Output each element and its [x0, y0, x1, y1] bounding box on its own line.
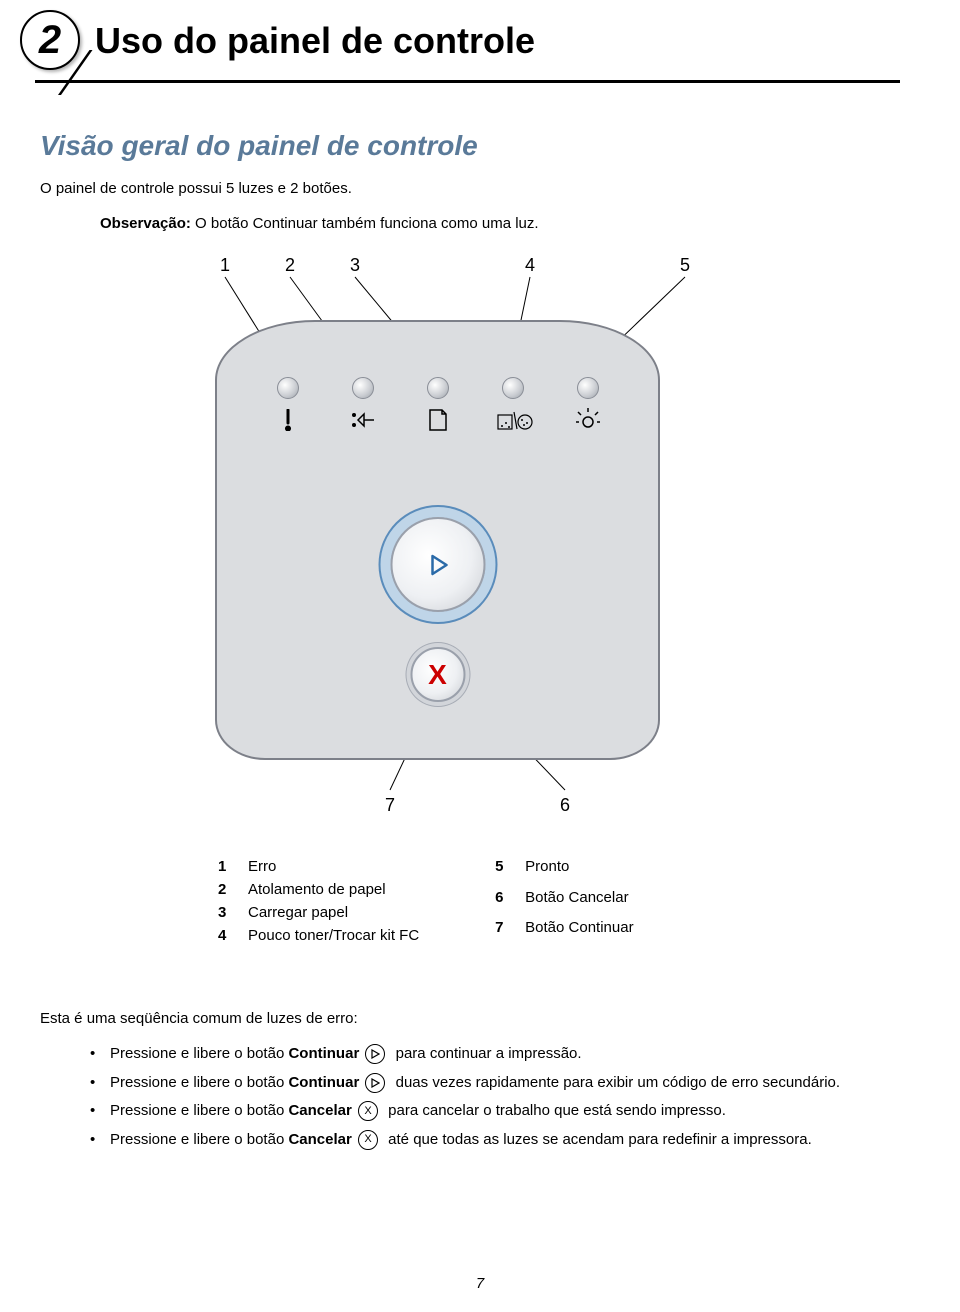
bullet-4: Pressione e libere o botão Cancelar X at…	[90, 1126, 840, 1155]
note-body: O botão Continuar também funciona como u…	[191, 215, 539, 232]
control-panel-diagram: 1 2 3 4 5	[155, 255, 715, 815]
error-icon	[275, 407, 301, 433]
led-2	[352, 377, 374, 399]
continue-button	[390, 517, 485, 612]
toner-icon	[497, 407, 533, 433]
section-heading: Visão geral do painel de controle	[40, 130, 478, 162]
legend-table: 1Erro 2Atolamento de papel 3Carregar pap…	[210, 855, 642, 947]
chapter-title: Uso do painel de controle	[95, 20, 535, 62]
load-paper-icon	[425, 407, 451, 433]
legend-row: 4Pouco toner/Trocar kit FC	[210, 924, 427, 947]
bullet-2: Pressione e libere o botão Continuar dua…	[90, 1069, 840, 1098]
cancel-x-icon: X	[428, 659, 447, 691]
intro-paragraph: O painel de controle possui 5 luzes e 2 …	[40, 180, 352, 197]
led-1	[277, 377, 299, 399]
legend-row: 3Carregar papel	[210, 901, 427, 924]
paper-jam-icon	[350, 407, 376, 433]
note-label: Observação:	[100, 215, 191, 232]
title-rule	[35, 80, 900, 83]
legend-row: 6Botão Cancelar	[487, 886, 641, 917]
legend-row: 2Atolamento de papel	[210, 878, 427, 901]
continue-inline-icon	[365, 1044, 385, 1064]
legend-row: 1Erro	[210, 855, 427, 878]
cancel-button: X	[410, 647, 465, 702]
led-4	[502, 377, 524, 399]
led-5	[577, 377, 599, 399]
legend-col-1: 1Erro 2Atolamento de papel 3Carregar pap…	[210, 855, 427, 947]
cancel-inline-icon: X	[358, 1101, 378, 1121]
continue-inline-icon	[365, 1073, 385, 1093]
chapter-number-badge: 2	[20, 10, 80, 70]
legend-row: 7Botão Continuar	[487, 916, 641, 947]
printer-panel: X	[215, 320, 660, 760]
bullet-1: Pressione e libere o botão Continuar par…	[90, 1040, 840, 1069]
page-number: 7	[476, 1275, 484, 1292]
legend-col-2: 5Pronto 6Botão Cancelar 7Botão Continuar	[487, 855, 641, 947]
bullet-3: Pressione e libere o botão Cancelar X pa…	[90, 1097, 840, 1126]
sequence-intro: Esta é uma seqüência comum de luzes de e…	[40, 1010, 358, 1027]
led-3	[427, 377, 449, 399]
callout-7: 7	[385, 795, 395, 816]
note: Observação: O botão Continuar também fun…	[100, 215, 539, 232]
cancel-inline-icon: X	[358, 1130, 378, 1150]
callout-6: 6	[560, 795, 570, 816]
play-triangle-icon	[423, 550, 453, 580]
legend-row: 5Pronto	[487, 855, 641, 886]
instruction-bullets: Pressione e libere o botão Continuar par…	[90, 1040, 840, 1154]
ready-icon	[575, 407, 601, 433]
